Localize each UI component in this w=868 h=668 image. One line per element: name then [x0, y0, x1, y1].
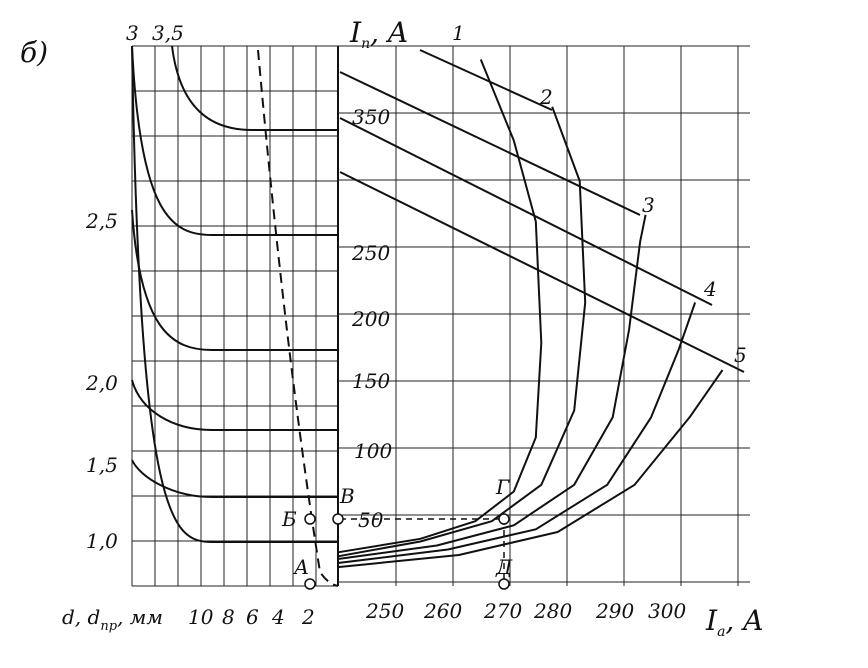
- right-x-axis-label: Iа, A: [705, 604, 763, 640]
- series-line-2: [337, 106, 587, 558]
- point-a: [304, 578, 316, 590]
- left-top-label-3-5: 3,5: [152, 21, 184, 45]
- point-d: [498, 578, 510, 590]
- point-label-v: В: [339, 484, 355, 508]
- point-label-a: А: [292, 555, 309, 579]
- left-y-tick: 1,0: [86, 529, 118, 553]
- marked-points: [304, 513, 510, 590]
- left-curve: [131, 45, 338, 543]
- curve-label-3: 3: [642, 193, 655, 217]
- left-x-axis-label: d, dпр, мм: [62, 605, 163, 634]
- right-y-tick: 50: [358, 508, 384, 532]
- left-x-tick: 10: [188, 605, 214, 629]
- right-y-tick: 250: [351, 241, 390, 265]
- figure-labels: б) 3 3,5 1,0 1,5 2,0 2,5 d, dпр, мм 10 8…: [20, 16, 763, 640]
- series-line-3: [337, 214, 647, 560]
- curve-label-1: 1: [452, 21, 465, 45]
- left-y-tick: 2,5: [85, 209, 118, 233]
- right-y-axis-label: Iп, A: [349, 16, 408, 52]
- left-x-tick: 6: [246, 605, 259, 629]
- left-panel-grid: [131, 45, 339, 587]
- left-x-tick: 8: [222, 605, 235, 629]
- right-y-tick: 200: [351, 307, 390, 331]
- left-y-tick: 2,0: [85, 371, 118, 395]
- curve-label-5: 5: [734, 343, 747, 367]
- diagonal-line: [339, 117, 713, 306]
- point-b: [304, 513, 316, 525]
- point-v: [332, 513, 344, 525]
- dashed-diameter-curve: [257, 49, 339, 587]
- right-x-tick: 260: [423, 599, 462, 623]
- diagonal-line: [419, 49, 553, 111]
- figure-label: б): [20, 36, 48, 69]
- right-panel-curves: [337, 49, 745, 569]
- left-curve: [131, 379, 338, 431]
- curve-label-2: 2: [539, 85, 553, 109]
- left-x-tick: 2: [301, 605, 315, 629]
- point-g: [498, 513, 510, 525]
- left-curve: [131, 45, 338, 236]
- right-x-tick: 270: [483, 599, 522, 623]
- right-y-tick: 350: [352, 105, 390, 129]
- left-curve: [131, 459, 338, 498]
- left-panel-curves: [131, 45, 339, 587]
- curve-label-4: 4: [703, 277, 717, 301]
- left-curve: [171, 45, 338, 131]
- right-x-tick: 250: [365, 599, 404, 623]
- series-line-1: [337, 59, 543, 554]
- right-y-tick: 150: [352, 369, 390, 393]
- left-curve: [131, 209, 338, 351]
- right-x-tick: 280: [533, 599, 572, 623]
- right-panel-grid: [338, 45, 750, 586]
- right-x-tick: 300: [648, 599, 686, 623]
- right-y-tick: 100: [354, 439, 392, 463]
- left-top-label-3: 3: [126, 21, 139, 45]
- left-x-tick: 4: [271, 605, 285, 629]
- right-x-tick: 290: [595, 599, 634, 623]
- left-y-tick: 1,5: [86, 453, 118, 477]
- series-line-5: [337, 369, 724, 569]
- series-line-4: [337, 302, 697, 564]
- diagonal-line: [339, 171, 745, 373]
- point-label-g: Г: [495, 475, 510, 499]
- point-label-b: Б: [281, 507, 297, 531]
- diagonal-line: [339, 71, 641, 216]
